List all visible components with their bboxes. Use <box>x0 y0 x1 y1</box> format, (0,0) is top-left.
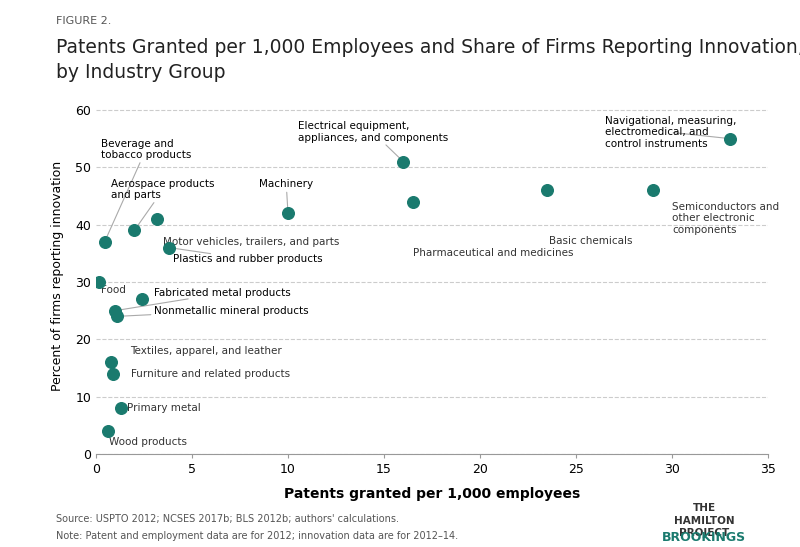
X-axis label: Patents granted per 1,000 employees: Patents granted per 1,000 employees <box>284 487 580 501</box>
Text: Semiconductors and
other electronic
components: Semiconductors and other electronic comp… <box>672 202 779 235</box>
Text: Food: Food <box>101 285 126 295</box>
Y-axis label: Percent of firms reporting innovation: Percent of firms reporting innovation <box>51 161 64 391</box>
Point <box>128 226 141 235</box>
Point <box>114 404 127 412</box>
Point <box>101 427 114 435</box>
Text: Navigational, measuring,
electromedical, and
control instruments: Navigational, measuring, electromedical,… <box>605 115 736 149</box>
Point <box>162 243 175 252</box>
Point <box>110 312 123 321</box>
Point <box>107 369 120 378</box>
Point <box>397 157 410 166</box>
Point <box>406 197 419 206</box>
Point <box>98 237 111 246</box>
Point <box>109 306 122 315</box>
Point <box>282 209 294 218</box>
Point <box>151 214 164 223</box>
Text: Motor vehicles, trailers, and parts: Motor vehicles, trailers, and parts <box>163 237 339 247</box>
Text: Nonmetallic mineral products: Nonmetallic mineral products <box>120 306 308 316</box>
Text: Beverage and
tobacco products: Beverage and tobacco products <box>101 138 191 239</box>
Text: Wood products: Wood products <box>110 437 187 447</box>
Text: Plastics and rubber products: Plastics and rubber products <box>172 248 322 264</box>
Text: Aerospace products
and parts: Aerospace products and parts <box>111 179 215 228</box>
Text: Fabricated metal products: Fabricated metal products <box>118 288 290 310</box>
Text: Pharmaceutical and medicines: Pharmaceutical and medicines <box>413 248 574 258</box>
Text: Machinery: Machinery <box>259 179 314 211</box>
Text: Electrical equipment,
appliances, and components: Electrical equipment, appliances, and co… <box>298 121 448 160</box>
Text: THE
HAMILTON
PROJECT: THE HAMILTON PROJECT <box>674 503 734 538</box>
Point <box>646 186 659 195</box>
Text: Basic chemicals: Basic chemicals <box>549 236 633 246</box>
Point <box>723 134 736 143</box>
Text: Furniture and related products: Furniture and related products <box>130 369 290 379</box>
Text: Primary metal: Primary metal <box>126 403 201 413</box>
Text: FIGURE 2.: FIGURE 2. <box>56 16 111 26</box>
Text: Patents Granted per 1,000 Employees and Share of Firms Reporting Innovation,
by : Patents Granted per 1,000 Employees and … <box>56 38 800 82</box>
Point <box>136 295 149 304</box>
Point <box>541 186 554 195</box>
Text: Note: Patent and employment data are for 2012; innovation data are for 2012–14.: Note: Patent and employment data are for… <box>56 531 458 540</box>
Text: Textiles, apparel, and leather: Textiles, apparel, and leather <box>130 346 282 356</box>
Text: Source: USPTO 2012; NCSES 2017b; BLS 2012b; authors' calculations.: Source: USPTO 2012; NCSES 2017b; BLS 201… <box>56 514 399 524</box>
Point <box>105 358 118 366</box>
Point <box>93 277 106 286</box>
Text: BROOKINGS: BROOKINGS <box>662 531 746 544</box>
